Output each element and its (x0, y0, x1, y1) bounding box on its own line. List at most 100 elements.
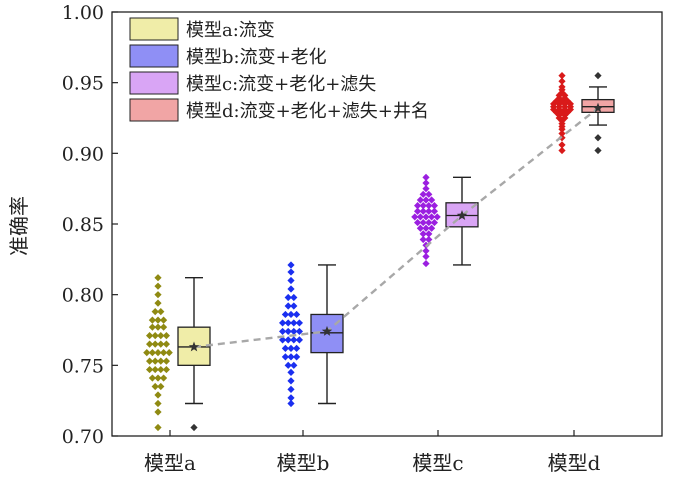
data-point (419, 235, 427, 244)
data-point (287, 261, 295, 269)
data-point (284, 319, 292, 327)
data-point (428, 213, 436, 221)
data-point (555, 114, 563, 122)
data-point (151, 365, 159, 374)
data-point (154, 282, 162, 290)
data-point (419, 202, 427, 210)
data-point (154, 323, 162, 331)
y-tick-label: 0.90 (62, 143, 104, 165)
data-point (160, 349, 168, 357)
data-point (287, 353, 295, 361)
data-point (290, 293, 298, 302)
mean-marker (188, 341, 200, 352)
y-tick-label: 0.75 (62, 355, 104, 377)
data-point (148, 323, 156, 331)
legend-swatch (129, 71, 179, 95)
data-point (284, 336, 292, 344)
data-point (561, 94, 569, 102)
data-point (425, 235, 433, 244)
data-point (148, 374, 156, 382)
data-point (287, 285, 295, 293)
data-point (151, 382, 159, 391)
y-tick-label: 0.80 (62, 285, 104, 307)
mean-marker (321, 325, 333, 336)
data-point (151, 332, 159, 340)
legend-label: 模型d:流变+老化+滤失+井名 (186, 101, 429, 122)
outlier-point (594, 134, 602, 142)
data-point (154, 374, 162, 382)
y-tick-label: 0.95 (62, 73, 104, 95)
data-point (430, 207, 438, 215)
legend-label: 模型c:流变+老化+滤失 (186, 74, 376, 95)
data-point (151, 308, 159, 316)
data-point (558, 146, 566, 155)
data-point (414, 202, 422, 210)
outlier-point (594, 146, 602, 155)
data-point (422, 259, 430, 268)
data-point (154, 316, 162, 324)
data-point (151, 357, 159, 365)
data-point (146, 365, 154, 374)
data-point (290, 336, 298, 344)
outlier-point (594, 72, 602, 80)
y-tick-label: 1.00 (62, 2, 104, 24)
data-point (419, 218, 427, 227)
data-point (419, 207, 427, 215)
data-point (146, 340, 154, 348)
data-point (414, 218, 422, 227)
data-point (422, 252, 430, 261)
data-point (422, 196, 430, 204)
data-point (290, 319, 298, 327)
data-point (157, 382, 165, 391)
data-point (422, 179, 430, 187)
data-point (422, 185, 430, 193)
data-point (422, 213, 430, 221)
data-point (419, 230, 427, 238)
data-point (281, 344, 289, 352)
data-point (558, 125, 566, 133)
data-point (154, 291, 162, 299)
data-point (558, 141, 566, 149)
data-point (425, 218, 433, 227)
y-tick-label: 0.70 (62, 426, 104, 448)
data-point (148, 316, 156, 324)
data-point (284, 361, 292, 369)
legend-label: 模型a:流变 (186, 20, 275, 41)
data-point (162, 332, 170, 340)
outlier-point (190, 423, 198, 432)
data-point (287, 310, 295, 319)
x-tick-label: 模型b (277, 451, 330, 475)
x-tick-label: 模型a (144, 451, 196, 475)
legend-label: 模型b:流变+老化 (186, 47, 327, 68)
data-point (433, 213, 441, 221)
plot-area: 0.70 0.75 0.80 0.85 0.90 0.95 1.00 模型a 模型b 模型c 模型d… (62, 2, 663, 475)
data-point (143, 349, 151, 357)
data-point (157, 340, 165, 348)
data-point (290, 302, 298, 310)
data-point (154, 399, 162, 408)
data-point (295, 319, 303, 327)
data-point (287, 276, 295, 285)
legend-swatch (129, 44, 179, 68)
data-point (162, 365, 170, 374)
data-point (284, 293, 292, 302)
legend-swatch (129, 17, 179, 41)
data-point (279, 336, 287, 344)
data-point (428, 196, 436, 204)
legend-swatch (129, 98, 179, 122)
data-point (284, 327, 292, 336)
y-axis-label: 准确率 (7, 196, 31, 256)
data-point (425, 190, 433, 198)
data-point (157, 308, 165, 316)
x-tick-label: 模型d (548, 451, 601, 475)
data-point (154, 349, 162, 357)
data-point (157, 332, 165, 340)
data-point (558, 72, 566, 80)
data-point (566, 105, 574, 114)
mean-marker (456, 210, 468, 220)
data-point (162, 340, 170, 348)
data-point (425, 207, 433, 215)
data-point (416, 213, 424, 221)
data-point (422, 173, 430, 181)
